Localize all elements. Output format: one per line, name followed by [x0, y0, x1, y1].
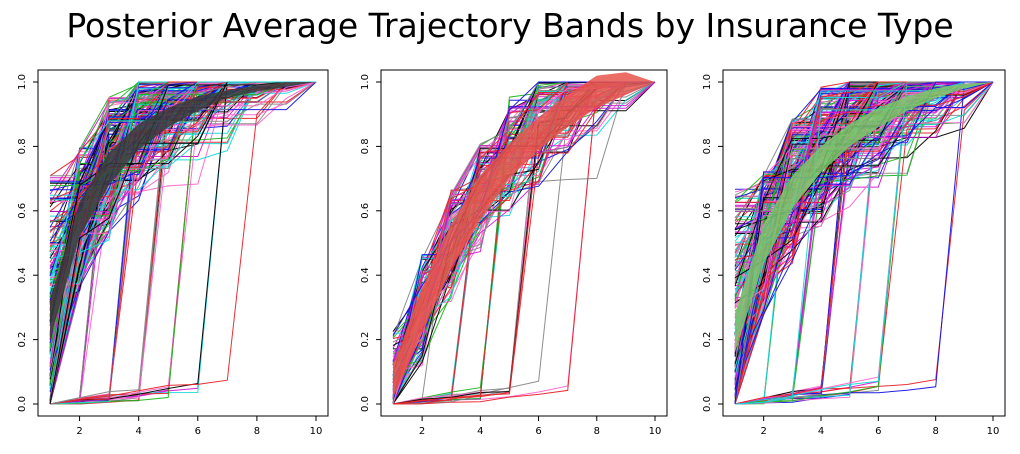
chart-title: Posterior Average Trajectory Bands by In…	[66, 6, 954, 45]
posterior-band	[735, 82, 993, 353]
y-tick-label: 1.0	[17, 74, 28, 90]
x-tick-label: 6	[195, 426, 201, 437]
trajectory-line	[49, 81, 316, 293]
y-tick-label: 0.2	[17, 332, 28, 348]
x-tick-label: 10	[310, 426, 323, 437]
x-tick-label: 6	[535, 426, 541, 437]
x-tick-label: 4	[135, 426, 141, 437]
trajectory-line	[49, 81, 316, 405]
x-tick-label: 10	[649, 426, 662, 437]
panel-1: 2 4 6 8 10 0.0 0.2 0.4 0.6 0.8 1.0	[17, 69, 329, 437]
y-tick-label: 1.0	[702, 74, 713, 90]
x-tick-label: 4	[477, 426, 483, 437]
x-tick-label: 2	[419, 426, 425, 437]
y-tick-label: 0.6	[17, 203, 28, 219]
y-tick-label: 0.0	[17, 396, 28, 412]
y-tick-label: 0.8	[17, 138, 28, 154]
x-tick-label: 6	[875, 426, 881, 437]
y-tick-label: 0.2	[702, 332, 713, 348]
trajectory-line	[734, 81, 994, 405]
plot-frame	[722, 69, 1006, 417]
x-tick-label: 8	[594, 426, 600, 437]
trajectories	[49, 81, 317, 405]
x-tick-label: 4	[818, 426, 824, 437]
trajectories	[392, 72, 656, 405]
trajectories	[734, 81, 994, 405]
x-tick-label: 10	[987, 426, 1000, 437]
x-tick-label: 2	[76, 426, 82, 437]
y-tick-label: 0.4	[702, 267, 713, 283]
y-tick-label: 0.6	[702, 203, 713, 219]
y-tick-label: 0.8	[360, 138, 371, 154]
x-tick-label: 2	[760, 426, 766, 437]
y-tick-label: 0.4	[17, 267, 28, 283]
x-tick-label: 8	[932, 426, 938, 437]
panel-3: 2 4 6 8 10 0.0 0.2 0.4 0.6 0.8 1.0	[702, 69, 1006, 437]
y-tick-label: 0.6	[360, 203, 371, 219]
y-tick-label: 0.0	[360, 396, 371, 412]
y-tick-label: 0.0	[702, 396, 713, 412]
plot-frame	[37, 69, 329, 417]
trajectory-line	[49, 81, 316, 321]
y-tick-label: 0.4	[360, 267, 371, 283]
plot-frame	[380, 69, 668, 417]
panel-2: 2 4 6 8 10 0.0 0.2 0.4 0.6 0.8 1.0	[360, 69, 668, 437]
posterior-band	[393, 72, 655, 398]
y-tick-label: 0.2	[360, 332, 371, 348]
y-tick-label: 1.0	[360, 74, 371, 90]
x-tick-label: 8	[254, 426, 260, 437]
posterior-band	[50, 82, 316, 340]
y-tick-label: 0.8	[702, 138, 713, 154]
trajectory-line	[734, 81, 993, 405]
